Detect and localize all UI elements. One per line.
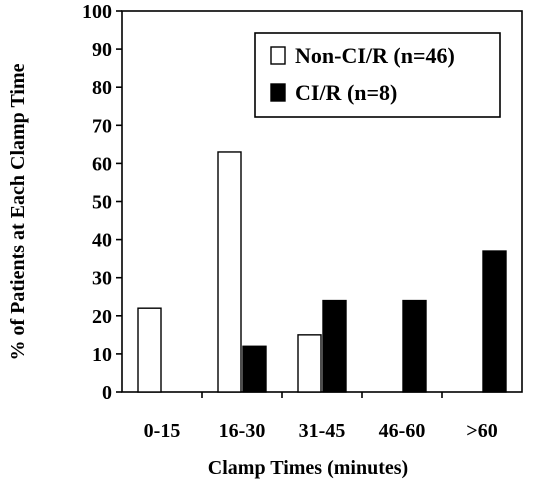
- bar-cir-1: [242, 345, 267, 393]
- legend: Non-CI/R (n=46) CI/R (n=8): [254, 32, 501, 118]
- y-tick-label-60: 60: [92, 153, 112, 175]
- bar-cir-3: [402, 299, 427, 393]
- legend-label-non-cir: Non-CI/R (n=46): [295, 43, 455, 68]
- x-category-label-4: >60: [466, 420, 497, 442]
- bar-non-cir-0: [137, 307, 162, 393]
- y-tick-label-0: 0: [102, 382, 112, 404]
- y-tick-label-20: 20: [92, 306, 112, 328]
- x-category-label-1: 16-30: [219, 420, 266, 442]
- x-axis-title: Clamp Times (minutes): [208, 457, 408, 479]
- y-tick-label-40: 40: [92, 230, 112, 252]
- legend-swatch-cir: [270, 83, 286, 102]
- y-tick-label-50: 50: [92, 192, 112, 214]
- y-axis-title: % of Patients at Each Clamp Time: [7, 63, 29, 360]
- legend-box: [254, 32, 501, 118]
- x-category-label-2: 31-45: [299, 420, 346, 442]
- legend-label-cir: CI/R (n=8): [295, 80, 397, 105]
- bar-cir-2: [322, 299, 347, 393]
- bar-non-cir-2: [297, 334, 322, 393]
- bar-non-cir-1: [217, 151, 242, 393]
- y-tick-label-90: 90: [92, 39, 112, 61]
- y-tick-label-30: 30: [92, 268, 112, 290]
- plot-area: 0 10 20 30 40 50 60 70 80 90 100 0-15 16-30 31-45 46-6…: [82, 1, 523, 442]
- y-tick-label-70: 70: [92, 115, 112, 137]
- y-tick-label-10: 10: [92, 344, 112, 366]
- y-tick-label-80: 80: [92, 77, 112, 99]
- bar-cir-4: [482, 250, 507, 393]
- y-tick-label-100: 100: [82, 1, 112, 23]
- x-category-label-0: 0-15: [144, 420, 181, 442]
- x-category-label-3: 46-60: [379, 420, 426, 442]
- legend-swatch-non-cir: [270, 46, 286, 65]
